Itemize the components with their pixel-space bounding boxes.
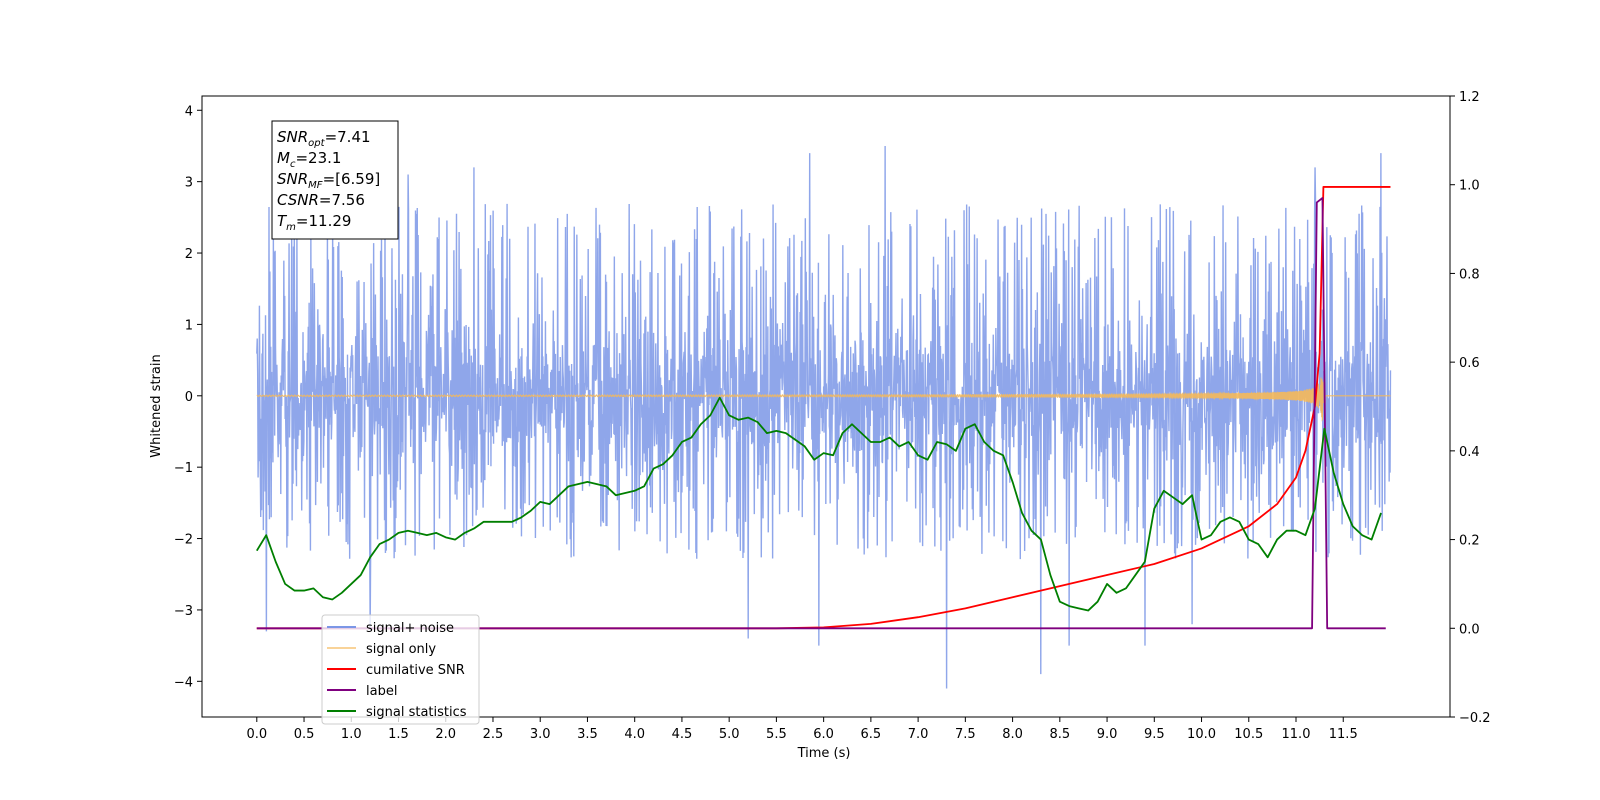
y-tick-label-left: 4 — [185, 104, 193, 119]
y-tick-label-right: 0.8 — [1459, 267, 1480, 282]
y-tick-label-right: 0.2 — [1459, 534, 1480, 549]
x-tick-label: 8.0 — [1002, 727, 1023, 742]
info-line: SNRopt=7.41 — [277, 128, 371, 149]
x-tick-label: 11.5 — [1329, 727, 1358, 742]
y-tick-label-right: 0.4 — [1459, 445, 1480, 460]
signal-noise-line — [256, 145, 1392, 689]
x-tick-label: 10.0 — [1187, 727, 1216, 742]
x-tick-label: 6.5 — [861, 727, 882, 742]
info-value: =7.56 — [319, 191, 365, 209]
x-tick-label: 7.5 — [955, 727, 976, 742]
info-line: Mc=23.1 — [277, 149, 341, 170]
legend-label: signal+ noise — [366, 621, 454, 636]
x-tick-label: 6.0 — [813, 727, 834, 742]
info-subscript: opt — [308, 138, 325, 149]
info-symbol: SNR — [277, 128, 308, 146]
x-axis: 0.0 0.5 1.0 1.5 2.0 2.5 3.0 3.5 4.0 4.5 5.0 5.5 6.0 6… — [246, 717, 1358, 742]
y-tick-label-left: −3 — [174, 604, 193, 619]
y-tick-label-left: −4 — [174, 675, 193, 690]
x-tick-label: 4.5 — [672, 727, 693, 742]
legend-label: signal only — [366, 642, 436, 657]
y-axis-right: 1.2 1.0 0.8 0.6 0.4 0.2 0.0 −0.2 — [1450, 90, 1491, 726]
y-tick-label-right: −0.2 — [1459, 711, 1491, 726]
info-subscript: c — [290, 159, 296, 170]
legend-frame — [321, 614, 480, 725]
info-value: =[6.59] — [323, 170, 381, 188]
x-axis-label: Time (s) — [797, 746, 851, 761]
x-tick-label: 1.0 — [341, 727, 362, 742]
info-symbol: M — [277, 149, 290, 167]
x-tick-label: 3.0 — [530, 727, 551, 742]
y-tick-label-right: 1.2 — [1459, 90, 1480, 105]
info-value: =23.1 — [295, 149, 341, 167]
plot-frame — [201, 95, 1451, 718]
legend-label: label — [366, 684, 397, 699]
x-tick-label: 5.0 — [719, 727, 740, 742]
y-tick-label-left: 0 — [185, 390, 193, 405]
info-line: SNRMF=[6.59] — [277, 170, 380, 191]
y-tick-label-left: 1 — [185, 318, 193, 333]
signal-statistics-line — [256, 396, 1382, 612]
x-tick-label: 0.5 — [294, 727, 315, 742]
y-tick-label-right: 1.0 — [1459, 179, 1480, 194]
signal-only-line — [256, 377, 1391, 422]
y-tick-label-left: 2 — [185, 247, 193, 262]
x-tick-label: 10.5 — [1234, 727, 1263, 742]
info-symbol: CSNR — [277, 191, 319, 209]
info-symbol: T — [277, 212, 288, 230]
x-tick-label: 7.0 — [908, 727, 929, 742]
info-line: Tm=11.29 — [277, 212, 351, 233]
info-box-frame — [271, 120, 399, 240]
x-tick-label: 2.0 — [435, 727, 456, 742]
legend-label: signal statistics — [366, 705, 467, 720]
info-value: =7.41 — [325, 128, 371, 146]
y-axis-label: Whitened strain — [149, 354, 164, 457]
x-tick-label: 9.0 — [1097, 727, 1118, 742]
series-layer — [256, 145, 1392, 689]
x-tick-label: 1.5 — [388, 727, 409, 742]
y-tick-label-left: 3 — [185, 176, 193, 191]
info-symbol: SNR — [277, 170, 308, 188]
y-tick-label-right: 0.0 — [1459, 622, 1480, 637]
legend: signal+ noise signal only cumilative SNR la… — [321, 614, 480, 725]
x-tick-label: 5.5 — [766, 727, 787, 742]
y-axis-left: 4 3 2 1 0 −1 −2 −3 −4 — [174, 104, 202, 690]
info-value: =11.29 — [296, 212, 352, 230]
legend-label: cumilative SNR — [366, 663, 465, 678]
info-box: SNRopt=7.41Mc=23.1SNRMF=[6.59]CSNR=7.56T… — [271, 120, 399, 240]
x-tick-label: 2.5 — [483, 727, 504, 742]
x-tick-label: 3.5 — [577, 727, 598, 742]
label-line — [256, 197, 1386, 630]
x-tick-label: 0.0 — [246, 727, 267, 742]
x-tick-label: 8.5 — [1049, 727, 1070, 742]
y-tick-label-right: 0.6 — [1459, 356, 1480, 371]
info-subscript: m — [286, 222, 296, 233]
x-tick-label: 4.0 — [624, 727, 645, 742]
x-tick-label: 9.5 — [1144, 727, 1165, 742]
x-tick-label: 11.0 — [1282, 727, 1311, 742]
y-tick-label-left: −1 — [174, 461, 193, 476]
y-tick-label-left: −2 — [174, 533, 193, 548]
info-subscript: MF — [308, 180, 323, 191]
info-line: CSNR=7.56 — [277, 191, 365, 209]
